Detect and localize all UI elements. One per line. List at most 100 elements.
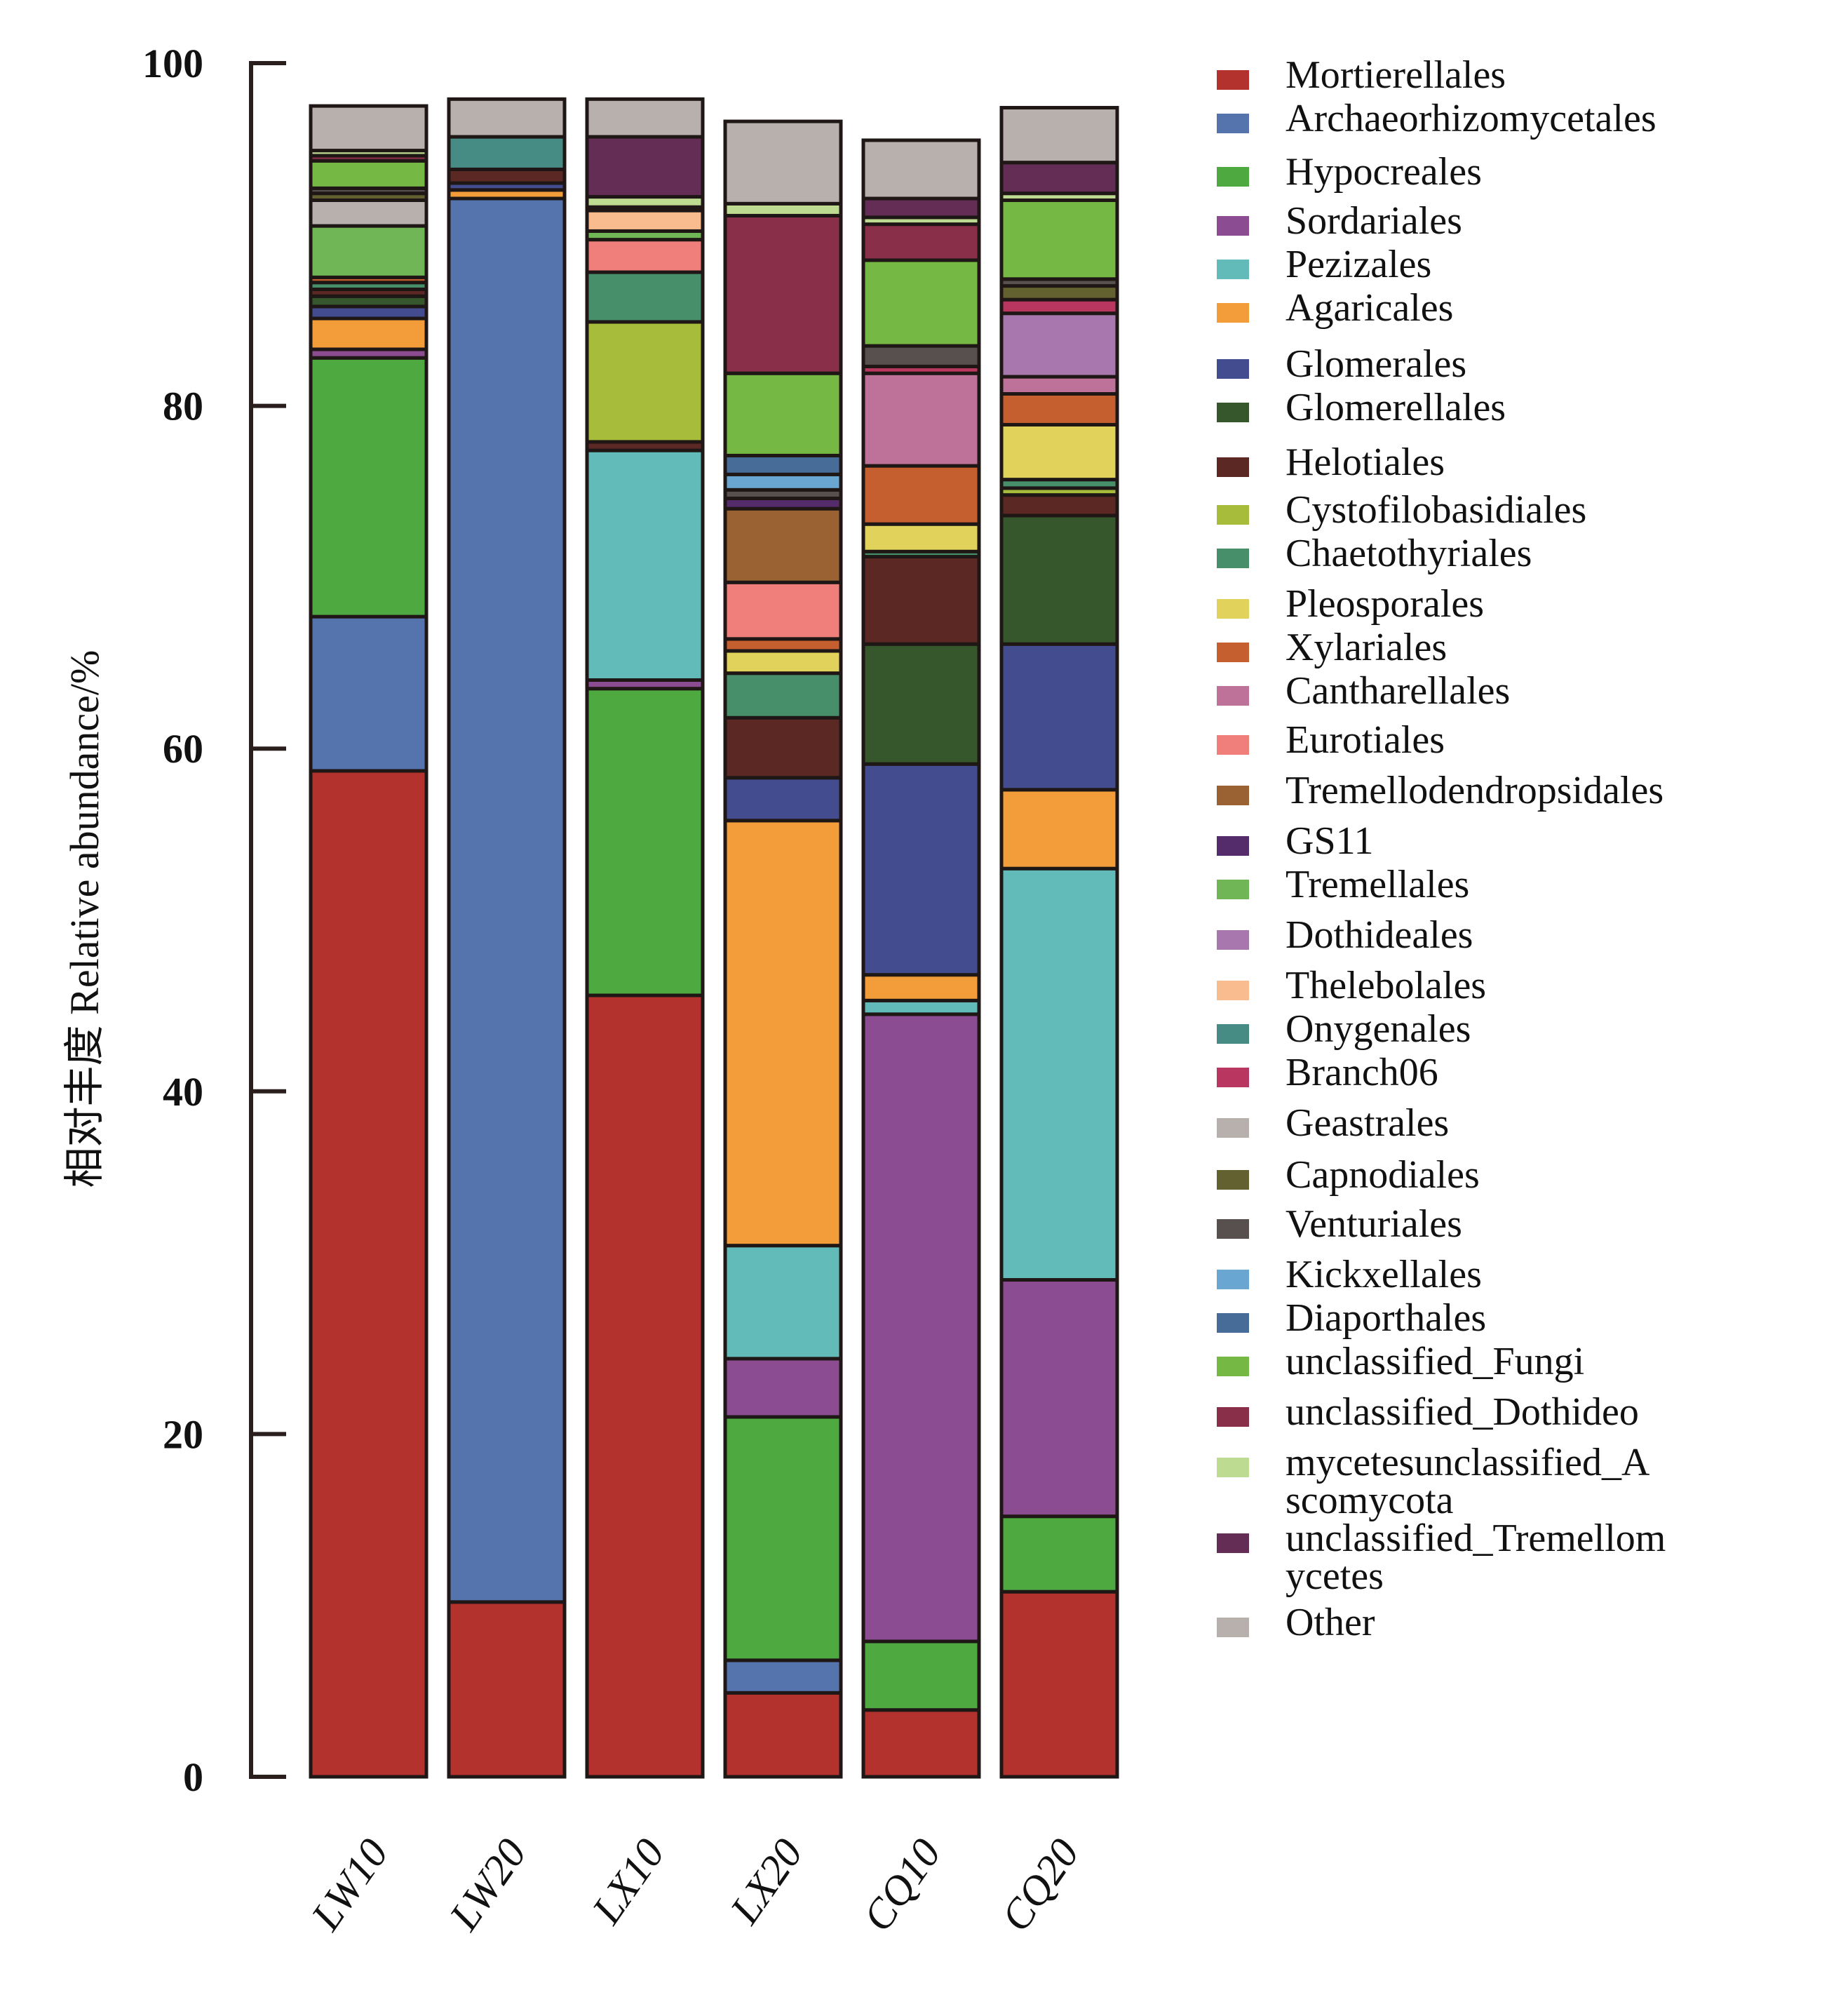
x-tick-label: CQ20 [992, 1831, 1088, 1940]
legend-item: Tremellodendropsidales [1217, 769, 1806, 815]
y-axis-title: 相对丰度 Relative abundance/% [62, 650, 107, 1188]
legend-swatch [1217, 1313, 1249, 1333]
bar-segment-unclassified-fungi [861, 258, 981, 348]
bar-segment-mortierellales [585, 993, 705, 1779]
legend-item: Kickxellales [1217, 1255, 1806, 1299]
legend-swatch [1217, 70, 1249, 90]
legend-label: Tremellodendropsidales [1285, 769, 1664, 812]
legend-label: Mortierellales [1285, 53, 1506, 97]
legend-item: Pleosporales [1217, 584, 1806, 629]
legend-swatch [1217, 1458, 1249, 1477]
legend-item: mycetesunclassified_A scomycota [1217, 1441, 1806, 1522]
bar-stack-lx20 [723, 119, 843, 1779]
legend-label: Eurotiales [1285, 718, 1445, 762]
legend-swatch [1217, 549, 1249, 568]
bar-segment-glomerales [999, 642, 1119, 792]
legend-swatch [1217, 1533, 1249, 1553]
bar-segment-eurotiales [585, 238, 705, 274]
bar-stack-cq20 [999, 106, 1119, 1779]
legend-label: mycetesunclassified_A scomycota [1285, 1441, 1650, 1522]
bar-segment-archaeorhizomycetales [309, 614, 428, 773]
legend-item: unclassified_Fungi [1217, 1342, 1806, 1386]
legend-swatch [1217, 981, 1249, 1000]
bar-stack-lx10 [585, 97, 705, 1779]
bar-segment-thelebolales [585, 208, 705, 233]
bar-segment-tremellodendropsidales [723, 506, 843, 584]
bar-segment-pezizales [861, 998, 981, 1016]
legend-swatch [1217, 686, 1249, 706]
bar-segment-agaricales [309, 316, 428, 351]
bar-segment-glomerellales [999, 513, 1119, 646]
legend-label: Other [1285, 1601, 1375, 1644]
bar-segment-glomerales [861, 762, 981, 977]
legend-label: Diaporthales [1285, 1296, 1487, 1340]
legend-swatch [1217, 786, 1249, 805]
bar-segment-helotiales [723, 715, 843, 780]
legend-label: Thelebolales [1285, 964, 1487, 1007]
bar-segment-mortierellales [447, 1600, 567, 1779]
bar-segment-pleosporales [861, 522, 981, 553]
legend: Mortierellales Archaeorhizomycetales Hypoc… [1217, 53, 1806, 1647]
bar-segment-other [723, 119, 843, 206]
bar-segment-glomerales [723, 776, 843, 823]
bar-segment-eurotiales [723, 580, 843, 641]
bar-segment-pleosporales [999, 422, 1119, 482]
bar-segment-archaeorhizomycetales [447, 196, 567, 1604]
legend-label: Cantharellales [1285, 669, 1511, 713]
bar-segment-glomerellales [861, 642, 981, 766]
legend-item: Dothideales [1217, 915, 1806, 960]
bar-segment-unclassified-dothideo [723, 213, 843, 375]
bar-segment-mortierellales [309, 769, 428, 1779]
legend-swatch [1217, 1068, 1249, 1087]
legend-item: Onygenales [1217, 1009, 1806, 1054]
legend-item: Hypocreales [1217, 152, 1806, 196]
bar-segment-pezizales [999, 866, 1119, 1282]
legend-label: GS11 [1285, 819, 1374, 863]
bar-segment-glomerales [309, 304, 428, 321]
bar-stack-lw20 [447, 97, 567, 1779]
legend-item: Helotiales [1217, 443, 1806, 487]
bar-segment-dothideales [999, 311, 1119, 379]
legend-swatch [1217, 1618, 1249, 1637]
bar-segment-onygenales [447, 135, 567, 171]
legend-item: unclassified_Tremellom ycetes [1217, 1519, 1806, 1596]
legend-label: Agaricales [1285, 286, 1454, 330]
legend-label: Glomerellales [1285, 386, 1506, 429]
legend-item: Other [1217, 1601, 1806, 1647]
x-tick-label: LW20 [440, 1831, 536, 1939]
bar-segment-unclassified-dothideo [861, 222, 981, 262]
bar-segment-venturiales [861, 344, 981, 368]
bar-segment-other [999, 106, 1119, 165]
bar-segment-sordariales [861, 1012, 981, 1644]
x-tick-label: LX20 [721, 1831, 811, 1933]
bar-segment-helotiales [999, 493, 1119, 518]
legend-swatch [1217, 1270, 1249, 1289]
legend-item: Eurotiales [1217, 718, 1806, 765]
bar-segment-unclassified-tremellom-ycetes [585, 135, 705, 199]
bar-segment-other [309, 104, 428, 153]
legend-item: Venturiales [1217, 1202, 1806, 1249]
bar-segment-branch06 [999, 297, 1119, 316]
legend-item: Mortierellales [1217, 53, 1806, 100]
bar-segment-unclassified-fungi [309, 159, 428, 190]
legend-swatch [1217, 880, 1249, 899]
legend-label: Sordariales [1285, 199, 1462, 243]
bar-segment-mortierellales [999, 1590, 1119, 1779]
bar-segment-unclassified-tremellom-ycetes [999, 161, 1119, 196]
legend-label: Helotiales [1285, 441, 1445, 484]
legend-label: Cystofilobasidiales [1285, 488, 1587, 532]
x-tick-label: LW10 [302, 1831, 398, 1939]
legend-item: GS11 [1217, 819, 1806, 866]
legend-swatch [1217, 403, 1249, 422]
legend-swatch [1217, 167, 1249, 187]
y-tick-label: 0 [183, 1754, 203, 1800]
legend-swatch [1217, 359, 1249, 379]
legend-item: Geastrales [1217, 1103, 1806, 1148]
bar-segment-chaetothyriales [723, 671, 843, 720]
bar-segment-hypocreales [999, 1514, 1119, 1594]
legend-swatch [1217, 457, 1249, 477]
bar-segment-xylariales [861, 464, 981, 526]
legend-item: Branch06 [1217, 1053, 1806, 1097]
bar-segment-diaporthales [723, 453, 843, 476]
legend-label: Venturiales [1285, 1202, 1462, 1246]
